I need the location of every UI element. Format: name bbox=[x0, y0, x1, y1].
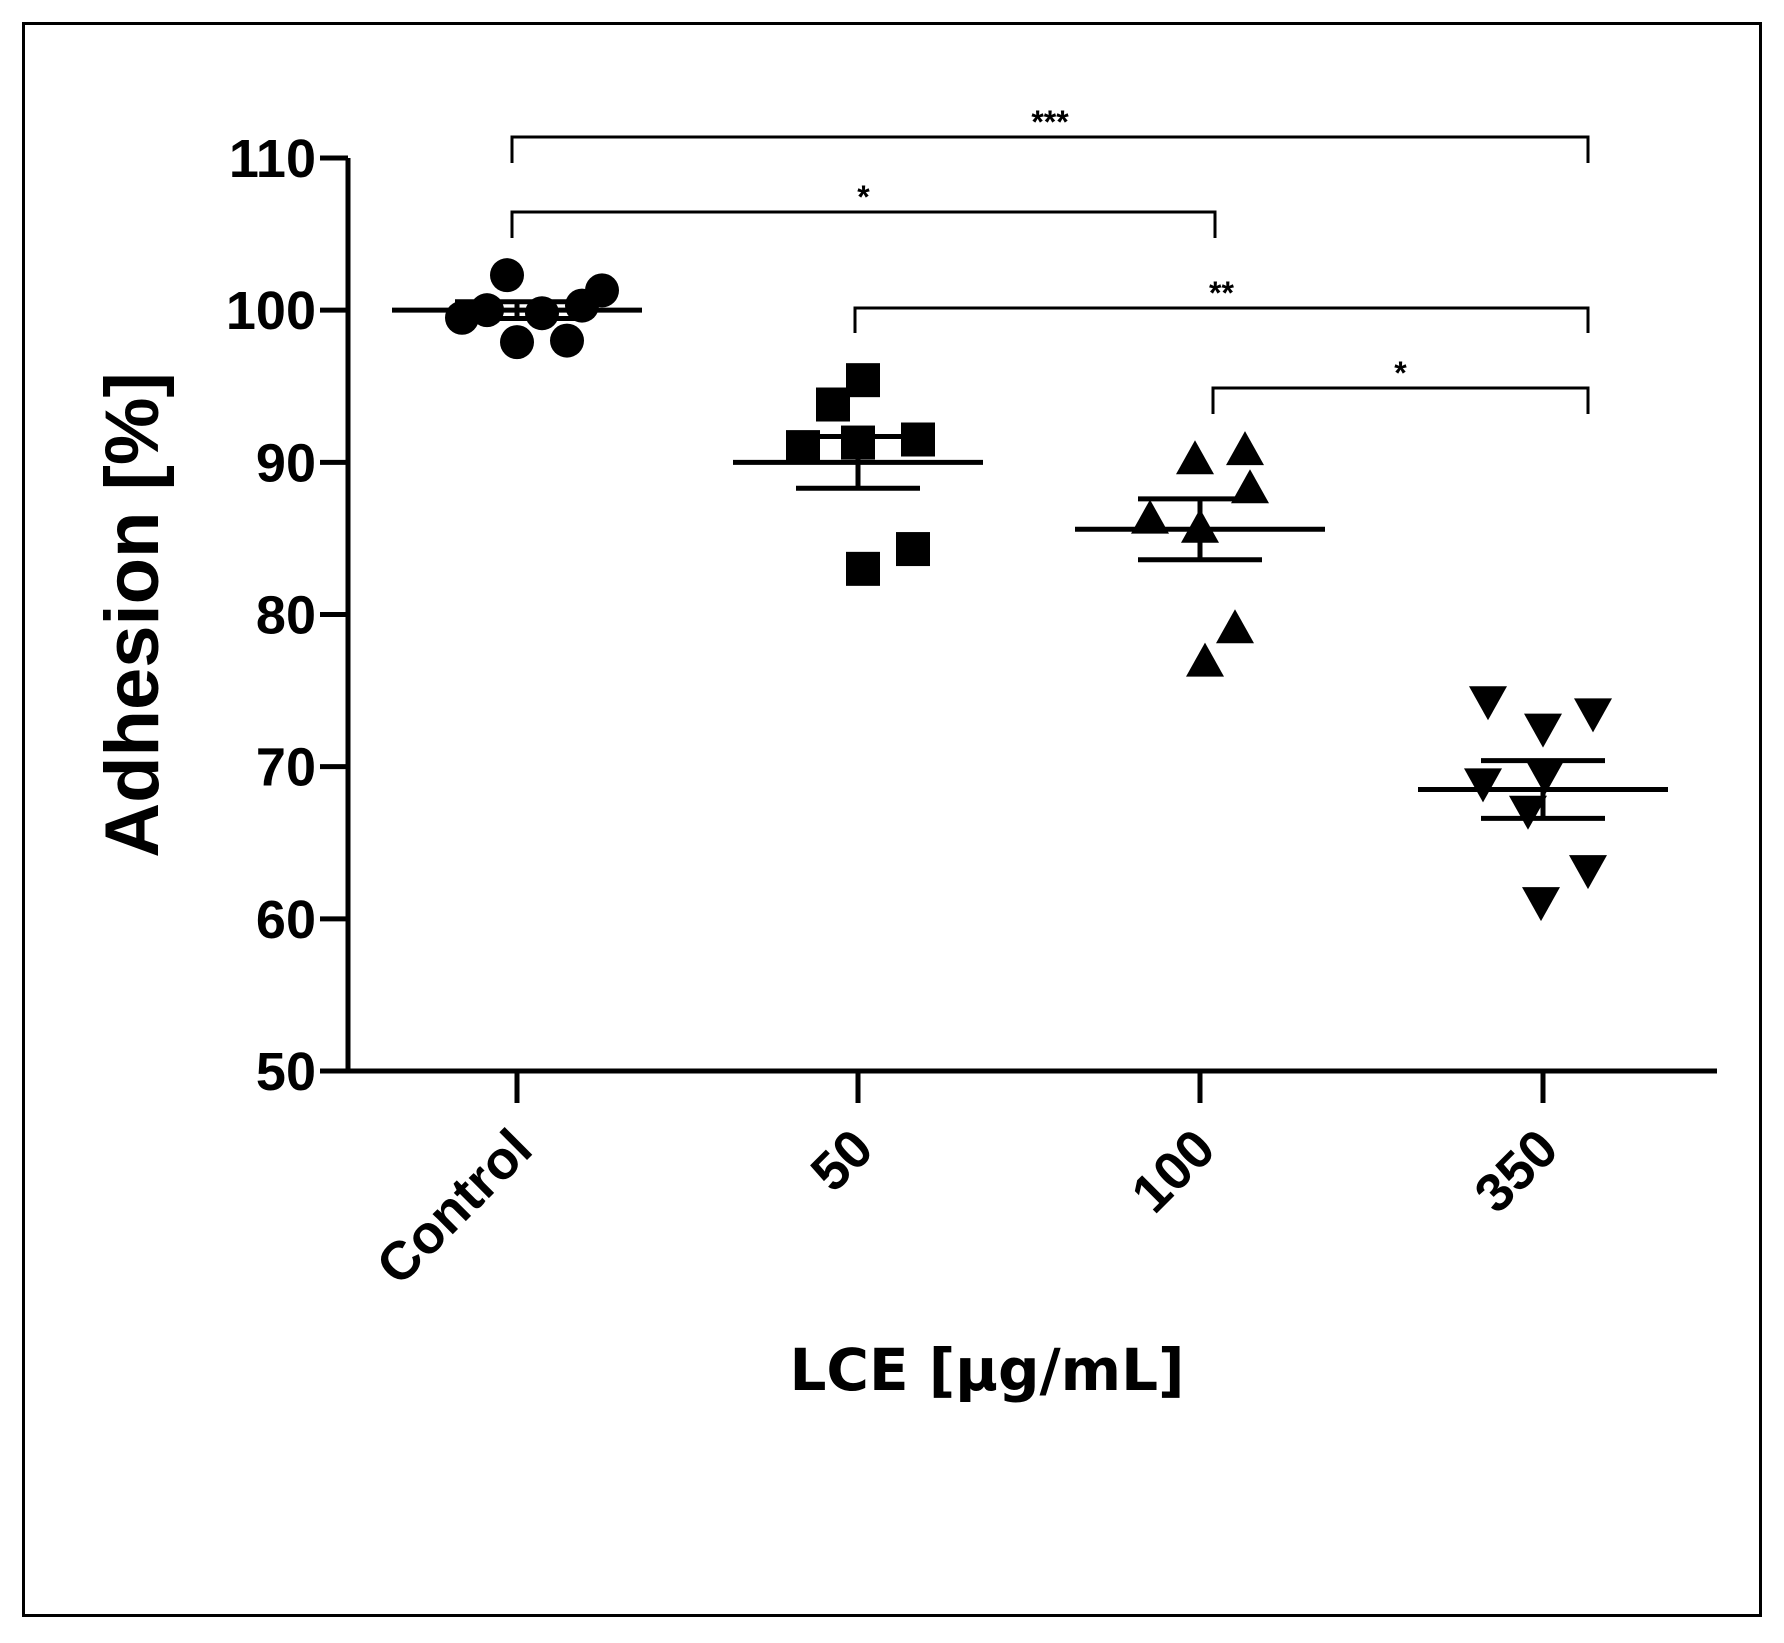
data-point-square bbox=[896, 532, 930, 567]
significance-label: *** bbox=[1031, 104, 1069, 140]
data-point-triangle-down bbox=[1574, 698, 1612, 733]
data-point-triangle-down bbox=[1524, 713, 1562, 748]
x-tick-label: 50 bbox=[800, 1118, 885, 1203]
data-point-circle bbox=[550, 323, 584, 358]
data-point-triangle-up bbox=[1176, 440, 1214, 475]
data-point-square bbox=[846, 363, 880, 398]
x-tick-label: 100 bbox=[1120, 1118, 1226, 1224]
y-tick-label: 110 bbox=[229, 129, 316, 189]
data-point-triangle-up bbox=[1231, 469, 1269, 504]
y-tick-label: 80 bbox=[256, 586, 316, 646]
data-point-triangle-up bbox=[1216, 609, 1254, 644]
y-tick-label: 70 bbox=[256, 738, 316, 798]
data-point-triangle-down bbox=[1469, 686, 1507, 721]
data-point-triangle-up bbox=[1186, 642, 1224, 677]
data-point-triangle-up bbox=[1131, 499, 1169, 534]
y-tick-label: 50 bbox=[256, 1042, 316, 1102]
significance-label: * bbox=[857, 179, 870, 215]
data-point-square bbox=[901, 422, 935, 457]
data-point-triangle-up bbox=[1226, 431, 1264, 466]
figure-frame bbox=[22, 22, 1762, 1617]
data-point-triangle-down bbox=[1569, 855, 1607, 890]
significance-label: ** bbox=[1209, 275, 1234, 311]
data-point-square bbox=[816, 387, 850, 422]
data-point-circle bbox=[500, 325, 534, 360]
significance-bracket bbox=[1211, 386, 1590, 414]
data-point-triangle-down bbox=[1464, 768, 1502, 803]
x-axis-title: LCE [μg/mL] bbox=[789, 1336, 1184, 1404]
data-point-circle bbox=[525, 296, 559, 331]
significance-bracket bbox=[853, 306, 1590, 333]
data-point-triangle-down bbox=[1509, 795, 1547, 830]
y-tick-label: 100 bbox=[226, 281, 316, 341]
x-tick-label: Control bbox=[365, 1118, 543, 1296]
significance-bracket bbox=[510, 135, 1590, 163]
data-point-square bbox=[846, 551, 880, 586]
significance-bracket bbox=[510, 210, 1217, 238]
significance-label: * bbox=[1394, 355, 1407, 391]
y-tick-label: 90 bbox=[256, 433, 316, 493]
data-point-circle bbox=[585, 273, 619, 308]
data-point-circle bbox=[490, 258, 524, 293]
x-tick-label: 350 bbox=[1463, 1118, 1569, 1224]
data-point-triangle-down bbox=[1522, 887, 1560, 922]
y-axis-title: Adhesion [%] bbox=[90, 372, 175, 858]
y-tick-label: 60 bbox=[256, 890, 316, 950]
